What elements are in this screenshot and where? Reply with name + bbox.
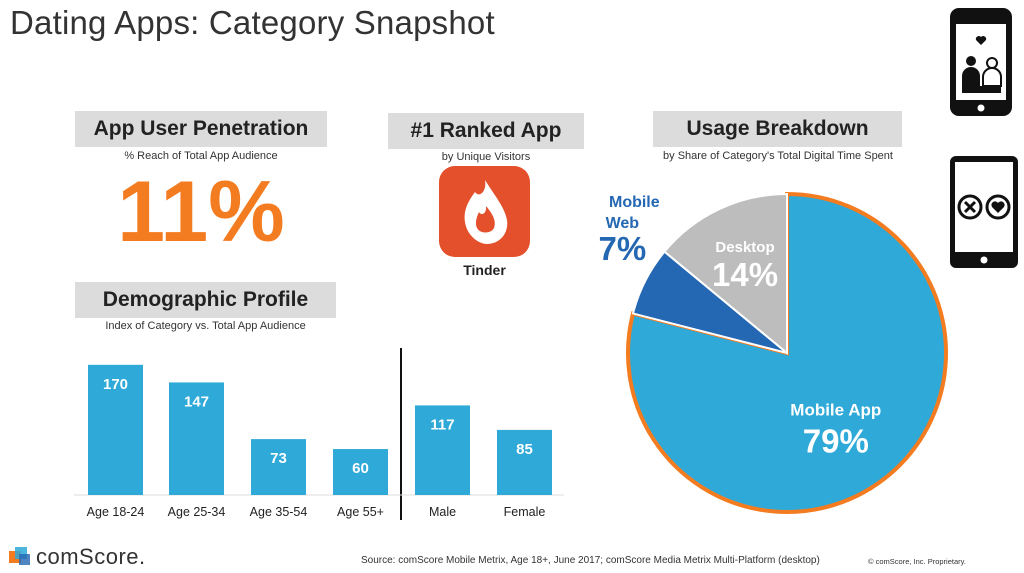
pie-label-mobile-web-line2: Web xyxy=(606,215,640,232)
phone-swipe-icon xyxy=(950,156,1018,268)
bar-category-label: Age 18-24 xyxy=(87,505,145,519)
bar-value-label: 170 xyxy=(103,376,128,393)
penetration-subtitle: % Reach of Total App Audience xyxy=(124,150,278,162)
bar-value-label: 147 xyxy=(184,393,209,410)
demographic-bar-chart: 170 Age 18-24 147 Age 25-34 73 Age 35-54 60 Age… xyxy=(74,348,564,520)
bar-category-label: Age 35-54 xyxy=(250,505,308,519)
bar-category-label: Male xyxy=(429,505,456,519)
pie-slice-desktop xyxy=(663,192,788,356)
ranked-subtitle: by Unique Visitors xyxy=(441,151,531,163)
bar-age-35-54 xyxy=(251,439,306,495)
bar-age-55- xyxy=(333,449,388,495)
bar-female xyxy=(497,429,552,495)
penetration-value: 11% xyxy=(117,164,285,260)
footer-copyright: © comScore, Inc. Proprietary. xyxy=(868,557,966,566)
demographic-subtitle: Index of Category vs. Total App Audience xyxy=(105,320,306,332)
bar-value-label: 73 xyxy=(270,450,287,467)
pie-value-mobile-app: 79% xyxy=(803,422,869,459)
pie-value-mobile-web: 7% xyxy=(598,230,646,267)
tinder-app-icon xyxy=(439,166,530,257)
tinder-flame-icon xyxy=(464,180,508,244)
bar-value-label: 117 xyxy=(430,416,454,433)
bar-category-label: Age 25-34 xyxy=(168,505,226,519)
bar-category-label: Age 55+ xyxy=(337,505,384,519)
bar-value-label: 60 xyxy=(352,460,369,477)
bar-age-25-34 xyxy=(169,382,224,495)
page-title: Dating Apps: Category Snapshot xyxy=(10,4,495,41)
comscore-logo-icon xyxy=(9,547,30,565)
bar-age-18-24 xyxy=(88,364,143,495)
bar-value-label: 85 xyxy=(516,441,533,458)
pie-label-mobile-web: Mobile xyxy=(609,194,660,211)
demographic-heading: Demographic Profile xyxy=(75,282,336,318)
pie-label-desktop: Desktop xyxy=(715,239,774,256)
usage-heading: Usage Breakdown xyxy=(653,111,902,147)
ranked-app-name: Tinder xyxy=(463,262,506,278)
bar-category-label: Female xyxy=(504,505,546,519)
ranked-heading: #1 Ranked App xyxy=(388,113,584,149)
bar-male xyxy=(415,405,470,495)
pie-value-desktop: 14% xyxy=(712,256,778,293)
penetration-heading: App User Penetration xyxy=(75,111,327,147)
pie-label-mobile-app: Mobile App xyxy=(790,400,881,419)
usage-subtitle: by Share of Category's Total Digital Tim… xyxy=(663,150,893,162)
footer-source: Source: comScore Mobile Metrix, Age 18+,… xyxy=(361,555,820,566)
phone-couple-icon xyxy=(950,8,1012,116)
comscore-logo: comScore. xyxy=(36,544,146,569)
